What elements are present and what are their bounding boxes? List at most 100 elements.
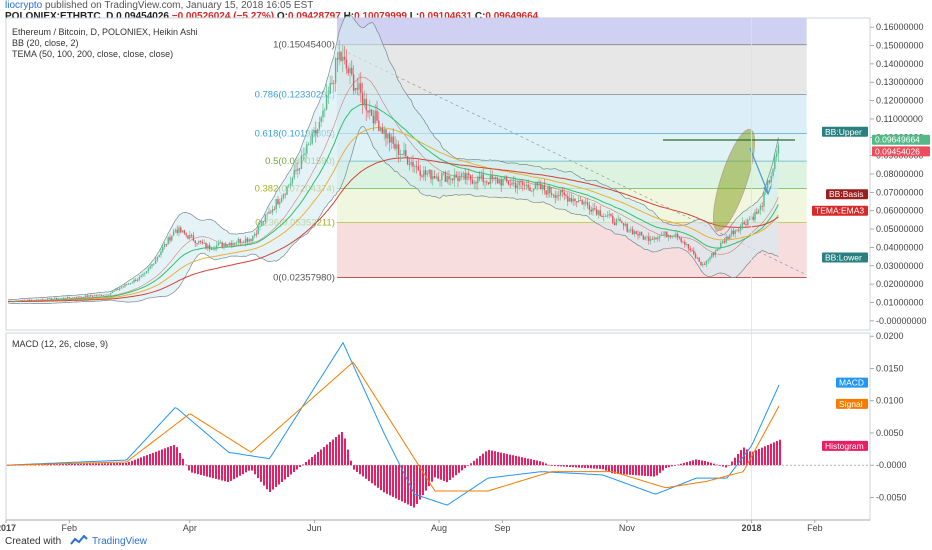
histogram-bar bbox=[101, 463, 103, 466]
candle-body bbox=[732, 230, 735, 235]
histogram-bar bbox=[182, 458, 184, 466]
candle-body bbox=[124, 284, 126, 287]
candle-body bbox=[129, 283, 132, 285]
histogram-bar bbox=[530, 459, 532, 466]
candle-body bbox=[360, 83, 362, 93]
price-tick-label: 0.11000000 bbox=[876, 114, 923, 124]
histogram-bar bbox=[533, 459, 535, 466]
tradingview-brand[interactable]: TradingView bbox=[92, 536, 148, 547]
histogram-bar bbox=[287, 465, 289, 477]
candle-body bbox=[207, 245, 209, 248]
histogram-bar bbox=[68, 463, 70, 466]
candle-body bbox=[554, 195, 556, 198]
candle-body bbox=[536, 183, 538, 186]
fib-label: 1(0.15045400) bbox=[273, 40, 335, 51]
candle-body bbox=[104, 294, 106, 296]
histogram-bar bbox=[389, 465, 391, 496]
candle-body bbox=[711, 253, 713, 258]
candle-body bbox=[88, 295, 90, 297]
histogram-bar bbox=[644, 465, 646, 476]
candle-body bbox=[223, 244, 225, 247]
candle-body bbox=[109, 293, 112, 295]
histogram-bar bbox=[155, 451, 157, 466]
macd-line bbox=[7, 341, 780, 506]
histogram-bar bbox=[335, 436, 337, 466]
candle-body bbox=[37, 299, 40, 301]
footer: Created with TradingView bbox=[0, 532, 932, 550]
candle-body bbox=[763, 192, 765, 207]
histogram-bar bbox=[377, 465, 379, 488]
candle-body bbox=[543, 185, 546, 191]
candle-body bbox=[268, 211, 270, 214]
histogram-bar bbox=[740, 450, 742, 466]
histogram-bar bbox=[722, 465, 724, 467]
candle-body bbox=[757, 209, 760, 214]
candle-body bbox=[316, 128, 319, 134]
price-tick-label: 0.16000000 bbox=[876, 22, 924, 32]
candle-body bbox=[46, 298, 49, 301]
macd-tag-bg bbox=[836, 377, 868, 388]
candle-body bbox=[327, 93, 330, 95]
histogram-bar bbox=[584, 465, 586, 468]
histogram-bar bbox=[554, 465, 556, 467]
candle-body bbox=[320, 117, 322, 123]
candle-body bbox=[568, 197, 571, 202]
candle-body bbox=[473, 182, 475, 184]
published-text: published on TradingView.com, January 15… bbox=[45, 0, 314, 11]
candle-body bbox=[745, 224, 747, 226]
candle-body bbox=[210, 249, 213, 250]
histogram-bar bbox=[713, 463, 715, 466]
candle-body bbox=[682, 241, 684, 243]
histogram-bar bbox=[113, 463, 115, 466]
candle-body bbox=[50, 298, 52, 300]
histogram-bar bbox=[278, 465, 280, 485]
candle-body bbox=[729, 234, 731, 240]
histogram-bar bbox=[161, 449, 163, 466]
candle-body bbox=[338, 51, 340, 60]
candle-body bbox=[30, 299, 33, 301]
candle-body bbox=[151, 264, 153, 267]
histogram-bar bbox=[692, 460, 694, 466]
candle-body bbox=[208, 245, 211, 250]
time-axis[interactable]: 2017 Feb Apr Jun Aug Sep Nov 2018 Feb bbox=[0, 519, 870, 533]
price-axis[interactable]: 0.16000000 0.15000000 0.14000000 0.13000000… bbox=[870, 22, 927, 326]
candle-body bbox=[770, 175, 772, 183]
candle-body bbox=[433, 176, 436, 179]
histogram-bar bbox=[509, 454, 511, 466]
histogram-bar bbox=[215, 465, 217, 479]
candle-body bbox=[527, 184, 529, 188]
candle-body bbox=[381, 128, 384, 134]
created-with-text: Created with bbox=[5, 536, 62, 547]
author-link[interactable]: liocrypto bbox=[5, 0, 43, 11]
histogram-bar bbox=[242, 465, 244, 475]
candle-body bbox=[761, 206, 763, 207]
candle-body bbox=[700, 261, 702, 266]
time-tick-label: Jun bbox=[307, 523, 322, 533]
histogram-bar bbox=[371, 465, 373, 484]
candle-body bbox=[232, 243, 234, 246]
histogram-bar bbox=[368, 465, 370, 482]
tema-200-line bbox=[7, 157, 779, 302]
histogram-bar bbox=[179, 452, 181, 466]
candle-body bbox=[725, 236, 727, 243]
last-price: 0.09454026 bbox=[116, 11, 169, 22]
histogram-bar bbox=[470, 463, 472, 466]
histogram-bar bbox=[416, 465, 418, 505]
histogram-bar bbox=[452, 465, 454, 478]
candle-body bbox=[289, 183, 292, 186]
candle-body bbox=[511, 182, 513, 185]
histogram-bar bbox=[380, 465, 382, 491]
candle-body bbox=[342, 56, 344, 61]
candle-body bbox=[432, 176, 434, 180]
histogram-bar bbox=[488, 449, 490, 466]
time-tick-label: Aug bbox=[431, 523, 447, 533]
price-tick-label: 0.02000000 bbox=[876, 279, 924, 289]
histogram-bar bbox=[662, 465, 664, 471]
candle-body bbox=[457, 177, 459, 181]
histogram-bar bbox=[212, 465, 214, 479]
candle-body bbox=[680, 238, 682, 242]
histogram-bar bbox=[80, 463, 82, 466]
candle-body bbox=[687, 244, 690, 249]
candle-body bbox=[588, 204, 591, 210]
